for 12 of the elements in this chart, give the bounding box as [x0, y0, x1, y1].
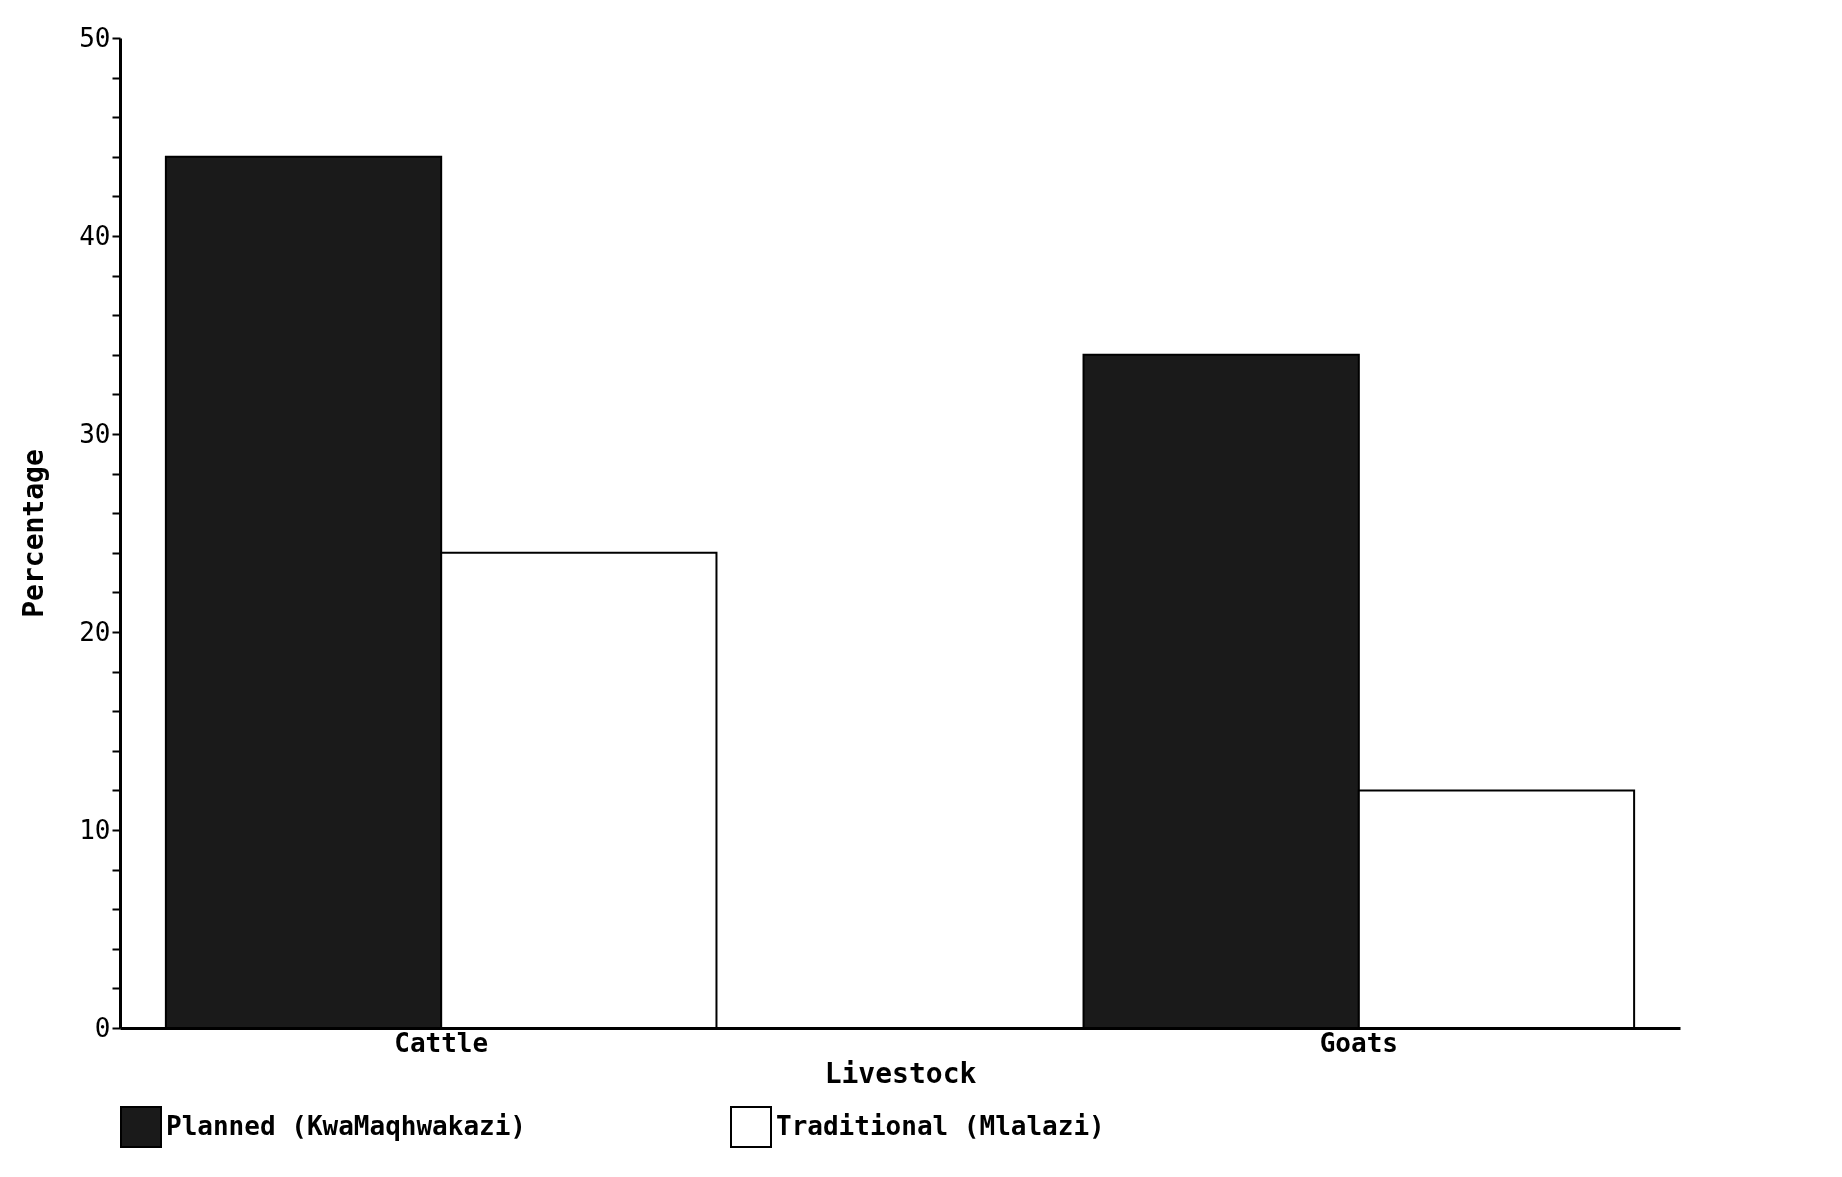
y-tick-label: 0 [94, 1012, 111, 1043]
x-tick-label: Cattle [394, 1027, 489, 1058]
y-tick-label: 10 [79, 814, 111, 845]
y-tick-label: 30 [79, 418, 111, 449]
y-tick-label: 50 [79, 22, 111, 53]
y-tick-label: 20 [79, 616, 111, 647]
x-axis-title: Livestock [824, 1056, 977, 1090]
y-tick-label: 40 [79, 220, 111, 251]
legend-label: Planned (KwaMaqhwakazi) [166, 1111, 527, 1141]
y-axis-title: Percentage [17, 449, 51, 618]
x-tick-label: Goats [1319, 1027, 1398, 1058]
legend-label: Traditional (Mlalazi) [776, 1111, 1105, 1141]
